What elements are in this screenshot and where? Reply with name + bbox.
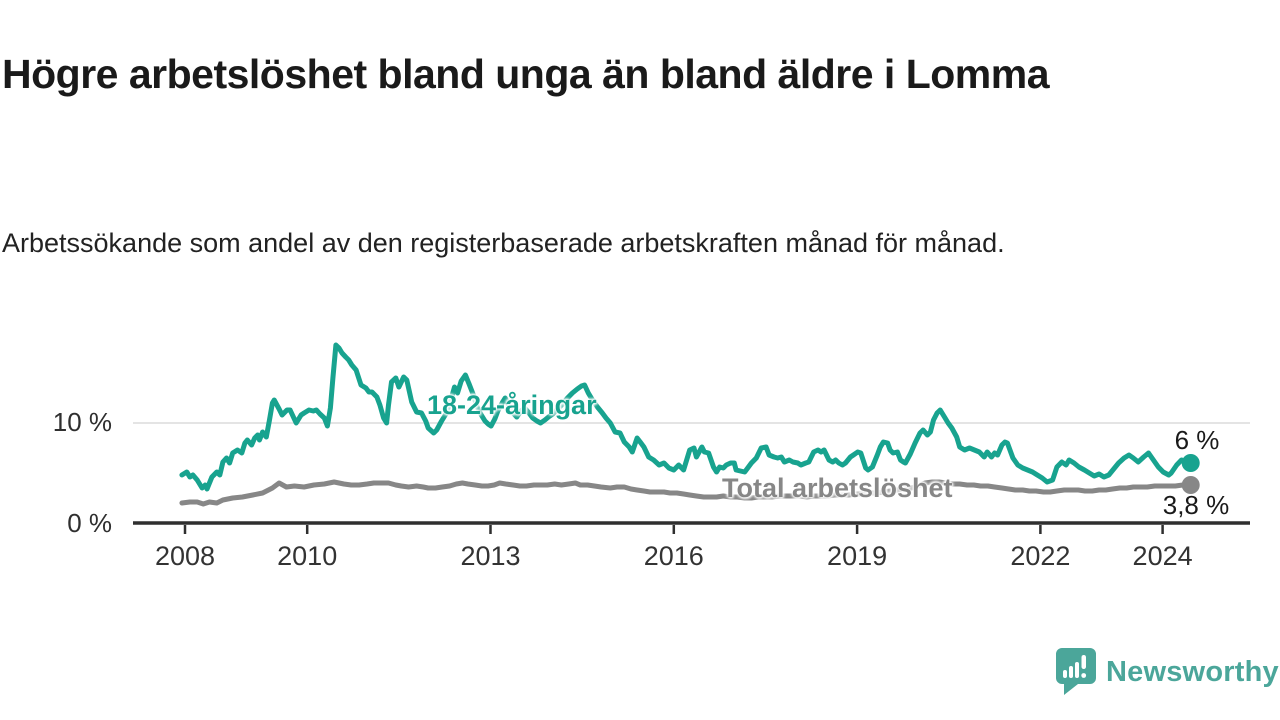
x-axis-tick-label: 2024 — [1132, 541, 1193, 571]
x-axis-tick-label: 2019 — [827, 541, 888, 571]
end-value-label-total: 3,8 % — [1162, 490, 1230, 520]
series-line — [179, 479, 1194, 507]
newsworthy-logo: Newsworthy — [1056, 648, 1279, 696]
end-value-label-young: 6 % — [1174, 425, 1220, 455]
x-axis-tick-label: 2008 — [154, 541, 216, 571]
newsworthy-logo-icon — [1056, 648, 1096, 695]
x-axis-tick-label: 2010 — [277, 541, 338, 571]
chart-subtitle: Arbetssökande som andel av den registerb… — [2, 228, 1005, 258]
series-end-dot — [1181, 454, 1200, 472]
x-axis-tick-label: 2022 — [1010, 541, 1071, 571]
newsworthy-logo-text: Newsworthy — [1106, 655, 1279, 688]
chart-title: Högre arbetslöshet bland unga än bland ä… — [2, 51, 1050, 98]
series-label-total: Total arbetslöshet — [722, 473, 953, 503]
x-axis-tick-label: 2016 — [643, 541, 704, 571]
y-axis-tick-label-0: 0 % — [67, 508, 112, 538]
series-end-dot — [1181, 476, 1200, 494]
series-label-young: 18-24-åringar — [427, 390, 597, 420]
y-axis-tick-label-10: 10 % — [52, 407, 112, 437]
x-axis-tick-label: 2013 — [460, 541, 521, 571]
series-line — [179, 342, 1194, 492]
